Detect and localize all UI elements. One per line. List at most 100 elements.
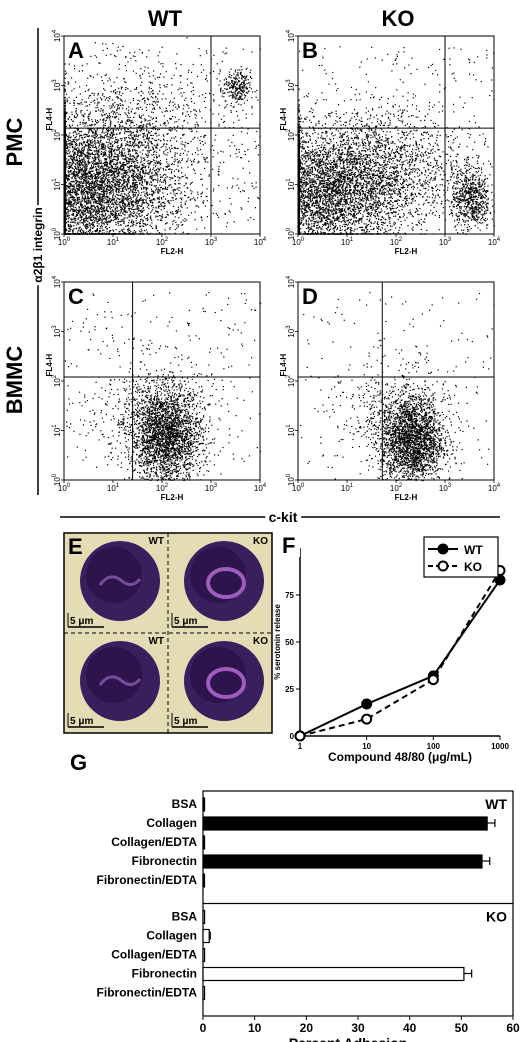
scatter-dot [128, 214, 130, 216]
scatter-dot [97, 188, 99, 190]
scatter-dot [94, 159, 96, 161]
scatter-dot [109, 105, 111, 107]
scatter-dot [84, 141, 86, 143]
scatter-dot [129, 142, 131, 144]
scatter-dot [155, 216, 157, 218]
scatter-dot [108, 176, 110, 178]
scatter-dot [140, 197, 142, 199]
scatter-dot [114, 164, 116, 166]
scatter-dot [76, 224, 78, 226]
scatter-dot [95, 153, 97, 155]
scatter-dot [82, 185, 84, 187]
scatter-dot [90, 206, 92, 208]
scatter-dot [94, 191, 97, 193]
scatter-dot [147, 217, 149, 219]
scatter-dot [163, 138, 165, 140]
scatter-dot [105, 213, 107, 215]
scatter-dot [65, 72, 67, 74]
scatter-dot [124, 179, 126, 181]
scatter-dot [102, 186, 104, 188]
scatter-dot [108, 185, 110, 187]
scatter-dot [80, 178, 82, 180]
scatter-dot [113, 116, 116, 118]
scatter-dot [117, 156, 119, 158]
scatter-dot [185, 200, 187, 202]
scatter-dot [97, 220, 99, 222]
scatter-dot [159, 215, 161, 217]
scatter-dot [170, 192, 172, 194]
scatter-dot [111, 154, 113, 156]
scatter-dot [91, 197, 93, 199]
scatter-dot [86, 109, 88, 111]
row-title-bmmc: BMMC [2, 346, 27, 415]
scatter-dot [141, 204, 143, 206]
scatter-dot [99, 203, 101, 205]
scatter-dot [86, 186, 88, 188]
scatter-dot [101, 205, 103, 207]
scatter-dot [87, 223, 89, 225]
scatter-dot [80, 215, 82, 217]
scatter-dot [129, 200, 131, 202]
scatter-dot [135, 152, 137, 154]
scatter-dot [93, 225, 95, 228]
scatter-dot [110, 213, 112, 215]
bottom-axis-label: c-kit [269, 509, 298, 525]
scatter-dot [121, 176, 123, 178]
scatter-dot [107, 210, 109, 212]
scatter-dot [77, 125, 79, 127]
scatter-dot [95, 200, 97, 202]
scatter-dot [87, 188, 89, 190]
scatter-dot [155, 211, 157, 213]
scatter-dot [73, 140, 75, 143]
scatter-dot [67, 147, 69, 149]
scatter-dot [98, 155, 100, 157]
scatter-dot [125, 156, 127, 158]
scatter-dot [83, 142, 85, 144]
scatter-dot [141, 182, 143, 184]
scatter-dot [80, 185, 82, 187]
scatter-dot [73, 199, 75, 201]
scatter-dot [99, 196, 101, 198]
scatter-dot [87, 135, 89, 138]
scatter-dot [86, 133, 88, 136]
scatter-dot [92, 205, 94, 207]
scatter-dot [72, 149, 74, 151]
scatter-dot [86, 192, 88, 194]
scatter-dot [103, 186, 106, 188]
scatter-dot [76, 213, 78, 216]
scatter-dot [103, 199, 105, 202]
scatter-dot [156, 197, 158, 199]
scatter-dot [93, 201, 95, 203]
scatter-dot [132, 183, 134, 185]
scatter-dot [77, 174, 79, 176]
scatter-dot [118, 178, 120, 180]
scatter-dot [73, 153, 75, 156]
scatter-dot [88, 170, 90, 172]
scatter-dot [65, 163, 68, 165]
scatter-dot [72, 200, 74, 202]
scatter-dot [70, 171, 72, 173]
scatter-dot [127, 163, 129, 165]
scatter-dot [94, 119, 96, 121]
scatter-dot [98, 150, 100, 152]
scatter-dot [102, 191, 105, 193]
scatter-dot [80, 169, 82, 171]
scatter-dot [70, 162, 72, 164]
scatter-dot [188, 214, 190, 216]
scatter-dot [201, 219, 203, 221]
scatter-dot [92, 186, 94, 188]
scatter-dot [144, 193, 146, 195]
scatter-dot [114, 186, 117, 188]
scatter-dot [133, 155, 135, 157]
scatter-dot [92, 193, 94, 195]
scatter-dot [124, 202, 126, 204]
scatter-dot [70, 119, 72, 121]
scatter-dot [190, 212, 192, 214]
scatter-dot [86, 173, 88, 176]
scatter-dot [113, 189, 115, 191]
scatter-dot [153, 108, 156, 110]
scatter-dot [92, 194, 94, 196]
scatter-dot [78, 185, 80, 187]
scatter-dot [145, 229, 147, 231]
